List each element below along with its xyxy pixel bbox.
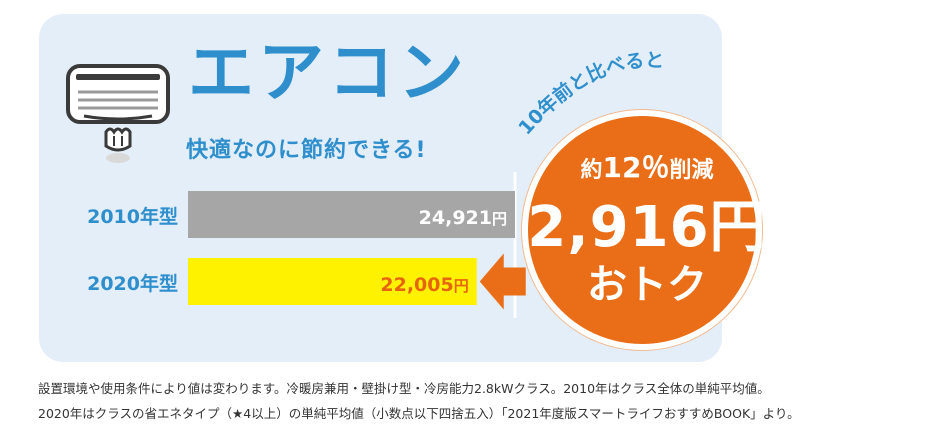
category-label-1: 2010年型 <box>87 205 178 228</box>
savings-amount: 2,916円 <box>527 195 767 260</box>
footnote-line-2: 2020年はクラスの省エネタイプ（★4以上）の単純平均値（小数点以下四捨五入）「… <box>38 406 800 421</box>
value-label-1: 24,921円 <box>419 207 507 229</box>
reduction-arrow-icon <box>479 253 526 310</box>
value-label-2: 22,005円 <box>380 274 468 296</box>
category-label-2: 2020年型 <box>87 272 178 295</box>
air-conditioner-mascot-icon <box>66 64 170 163</box>
savings-otoku-text: おトク <box>587 262 707 308</box>
page-title: エアコン <box>188 34 468 111</box>
bar-1 <box>188 191 515 238</box>
subtitle: 快適なのに節約できる! <box>186 138 427 163</box>
reduction-rate-text: 約12％削減 <box>580 151 714 184</box>
footnote: 設置環境や使用条件により値は変わります。冷暖房兼用・壁掛け型・冷房能力2.8kW… <box>38 376 938 426</box>
bar-2 <box>188 258 477 305</box>
savings-circle <box>522 110 762 350</box>
savings-callout: 10年前と比べると 約12％削減 2,916円 おトク <box>505 49 785 350</box>
footnote-line-1: 設置環境や使用条件により値は変わります。冷暖房兼用・壁掛け型・冷房能力2.8kW… <box>38 381 770 396</box>
